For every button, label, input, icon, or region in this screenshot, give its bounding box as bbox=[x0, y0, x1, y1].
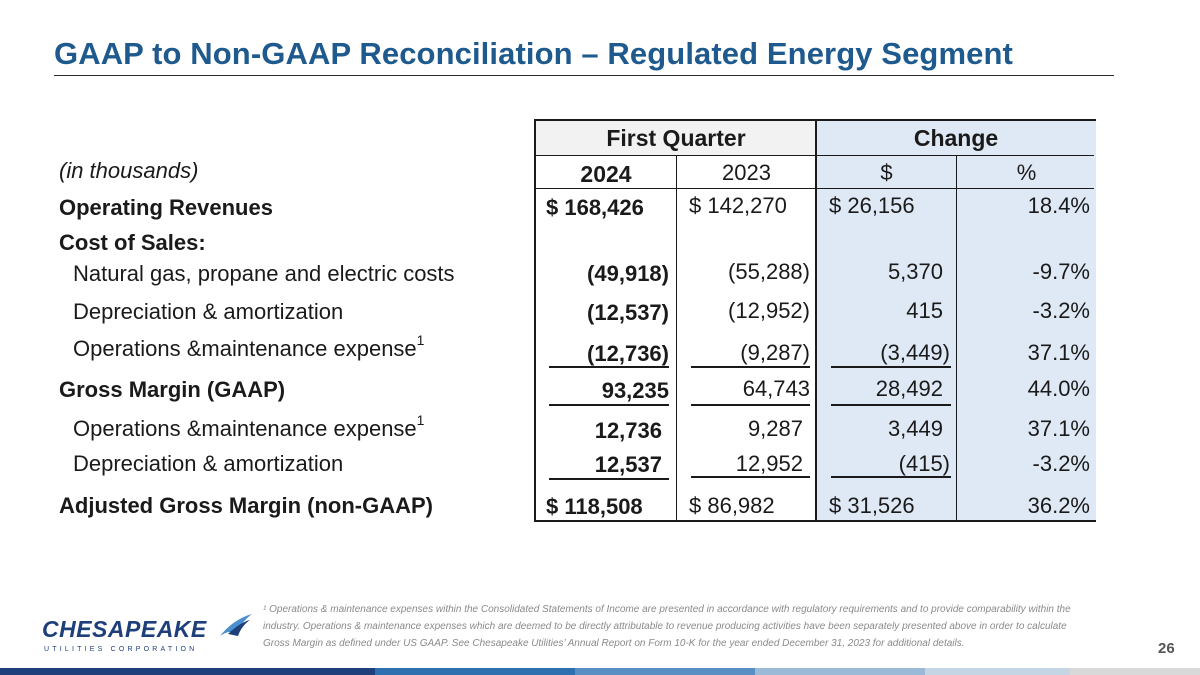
value-change-pct: -9.7% bbox=[1032, 259, 1090, 284]
value-change-pct: 37.1% bbox=[1027, 340, 1090, 365]
value-2024: 12,736 bbox=[594, 418, 662, 443]
value-2024: 12,537 bbox=[594, 452, 662, 477]
header-dollar: $ bbox=[880, 160, 893, 185]
subtotal-underline bbox=[549, 366, 669, 368]
value-change-pct: 37.1% bbox=[1027, 416, 1090, 441]
subtotal-underline bbox=[831, 404, 951, 406]
subtotal-underline bbox=[691, 476, 810, 478]
value-2023: 9,287 bbox=[747, 416, 803, 441]
bird-icon bbox=[220, 614, 252, 636]
reconciliation-table: First Quarter Change 2024 2023 $ % bbox=[534, 119, 1096, 522]
value-change-pct: -3.2% bbox=[1032, 298, 1090, 323]
col-divider-pct bbox=[956, 155, 957, 520]
subtotal-underline bbox=[831, 366, 951, 368]
footer-color-bar bbox=[0, 668, 1200, 675]
row-label-om-expense-2-text: Operations &maintenance expense bbox=[73, 416, 417, 441]
value-2024: $ 168,426 bbox=[546, 195, 644, 220]
page-number: 26 bbox=[1158, 640, 1175, 657]
value-2023: $ 142,270 bbox=[689, 193, 787, 218]
subtotal-underline bbox=[831, 476, 951, 478]
row-label-depreciation-1: Depreciation & amortization bbox=[73, 299, 344, 324]
value-2024: (12,537) bbox=[587, 300, 669, 325]
value-change-pct: -3.2% bbox=[1032, 451, 1090, 476]
units-label: (in thousands) bbox=[59, 158, 199, 183]
value-change-dollar: 415 bbox=[906, 298, 943, 323]
footnote-marker: 1 bbox=[416, 412, 425, 428]
value-2023: (12,952) bbox=[728, 298, 810, 323]
col-divider-change bbox=[815, 121, 817, 520]
value-change-pct: 18.4% bbox=[1027, 193, 1090, 218]
value-change-pct: 44.0% bbox=[1027, 376, 1090, 401]
row-label-cost-of-sales: Cost of Sales: bbox=[59, 230, 206, 255]
value-change-dollar: $ 31,526 bbox=[829, 493, 915, 518]
subtotal-underline bbox=[549, 404, 669, 406]
header-first-quarter: First Quarter bbox=[606, 125, 746, 151]
header-change: Change bbox=[913, 125, 999, 151]
value-2023: (55,288) bbox=[728, 259, 810, 284]
value-change-dollar: 5,370 bbox=[887, 259, 943, 284]
footnote: ¹ Operations & maintenance expenses with… bbox=[263, 604, 1071, 649]
value-2024: (49,918) bbox=[587, 261, 669, 286]
row-label-om-expense-1: Operations &maintenance expense1 bbox=[73, 332, 424, 362]
row-label-operating-revenues: Operating Revenues bbox=[59, 195, 273, 220]
row-label-depreciation-2: Depreciation & amortization bbox=[73, 451, 344, 476]
value-2023: (9,287) bbox=[740, 340, 810, 365]
footnote-marker: 1 bbox=[416, 332, 425, 348]
logo-wordmark: CHESAPEAKE bbox=[42, 616, 207, 642]
row-label-om-expense-1-text: Operations &maintenance expense bbox=[73, 336, 417, 361]
value-2024: (12,736) bbox=[587, 341, 669, 366]
value-change-pct: 36.2% bbox=[1027, 493, 1090, 518]
value-2024: 93,235 bbox=[601, 378, 669, 403]
header-2023: 2023 bbox=[722, 160, 771, 185]
value-2023: 12,952 bbox=[735, 451, 803, 476]
value-change-dollar: 3,449 bbox=[887, 416, 943, 441]
subtotal-underline bbox=[691, 404, 810, 406]
value-2023: $ 86,982 bbox=[689, 493, 775, 518]
row-label-natural-gas: Natural gas, propane and electric costs bbox=[73, 261, 455, 286]
value-change-dollar: $ 26,156 bbox=[829, 193, 915, 218]
first-quarter-header-shade bbox=[536, 121, 816, 155]
logo-subtitle: UTILITIES CORPORATION bbox=[44, 646, 198, 653]
subtotal-underline bbox=[549, 478, 669, 480]
col-divider-2023 bbox=[676, 155, 677, 520]
header-pct: % bbox=[1016, 160, 1037, 185]
row-label-adjusted-gross-margin: Adjusted Gross Margin (non-GAAP) bbox=[59, 493, 433, 518]
title-divider bbox=[54, 75, 1114, 76]
row-label-om-expense-2: Operations &maintenance expense1 bbox=[73, 412, 424, 442]
value-2023: 64,743 bbox=[742, 376, 810, 401]
value-2024: $ 118,508 bbox=[546, 494, 643, 519]
company-logo: CHESAPEAKE UTILITIES CORPORATION bbox=[42, 614, 252, 664]
header-2024: 2024 bbox=[580, 161, 632, 187]
value-change-dollar: (415) bbox=[898, 451, 950, 476]
value-change-dollar: (3,449) bbox=[880, 340, 950, 365]
value-change-dollar: 28,492 bbox=[875, 376, 943, 401]
row-label-gross-margin: Gross Margin (GAAP) bbox=[59, 377, 286, 402]
subtotal-underline bbox=[691, 366, 810, 368]
slide-title: GAAP to Non-GAAP Reconciliation – Regula… bbox=[54, 36, 1013, 71]
